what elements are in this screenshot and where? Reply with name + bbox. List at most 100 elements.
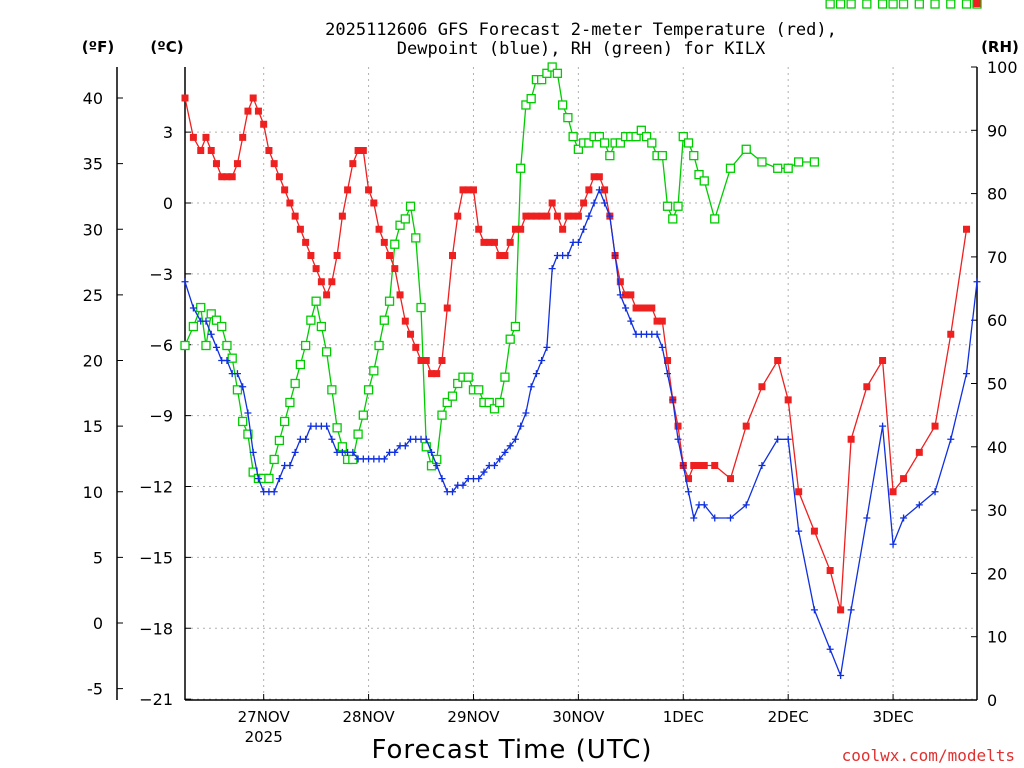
dewpoint-point	[212, 343, 220, 351]
time-tick-label: 1DEC	[663, 708, 704, 726]
dewpoint-point	[931, 488, 939, 496]
rh-point	[689, 150, 699, 161]
dewpoint-point	[422, 435, 430, 443]
rh-point	[573, 144, 584, 154]
rh-point	[510, 321, 521, 332]
temperature-point	[548, 199, 556, 207]
temperature-line	[184, 96, 968, 611]
rh-point	[400, 214, 410, 224]
temperature-point	[690, 462, 698, 469]
rh-point	[568, 131, 578, 142]
dewpoint-point	[328, 435, 336, 443]
temperature-point	[286, 199, 294, 207]
temperature-point	[370, 199, 378, 207]
temperature-point	[973, 0, 981, 7]
rh-point	[264, 473, 274, 484]
dewpoint-point	[254, 475, 262, 483]
dewpoint-point	[653, 330, 661, 338]
dewpoint-point	[239, 383, 247, 391]
temperature-point	[412, 343, 420, 351]
temperature-point	[585, 186, 593, 194]
rh-point	[379, 315, 389, 325]
rh-point	[295, 359, 306, 370]
rh-point	[615, 138, 625, 148]
temperature-point	[291, 212, 299, 220]
rh-point	[846, 0, 856, 9]
rh-point	[437, 410, 447, 420]
rh-point	[930, 0, 940, 9]
dewpoint-point	[286, 462, 294, 469]
rh-point	[694, 169, 704, 180]
rh-point	[757, 157, 767, 167]
dewpoint-point	[270, 488, 278, 496]
rh-tick-label: 80	[987, 185, 1007, 204]
temperature-point	[517, 225, 525, 233]
temperature-point	[407, 330, 415, 338]
temperature-point	[260, 120, 268, 128]
dewpoint-point	[506, 442, 514, 450]
temperature-point	[569, 212, 577, 220]
rh-point	[243, 429, 253, 439]
time-tick-label: 2DEC	[768, 708, 809, 726]
temperature-point	[239, 133, 247, 141]
rh-point	[662, 201, 673, 211]
temperature-point	[637, 304, 645, 312]
rh-point	[725, 163, 736, 173]
dewpoint-point	[595, 186, 603, 194]
rh-point	[222, 340, 232, 351]
rh-point	[369, 366, 379, 376]
temperature-point	[244, 107, 252, 115]
temperature-point	[627, 291, 635, 299]
dewpoint-point	[590, 199, 598, 207]
temperature-point	[438, 357, 446, 364]
temperature-point	[312, 265, 320, 273]
temperature-point	[428, 370, 436, 378]
temperature-point	[189, 133, 197, 141]
rh-point	[641, 131, 652, 142]
temperature-point	[616, 278, 624, 286]
temperature-point	[275, 173, 283, 181]
temperature-point	[580, 199, 588, 207]
rh-point	[500, 372, 510, 382]
temperature-point	[664, 357, 672, 364]
dewpoint-point	[189, 304, 197, 312]
celsius-tick-label: −21	[139, 690, 173, 709]
rh-point	[668, 214, 678, 224]
rh-series	[180, 0, 982, 484]
temperature-point	[758, 383, 766, 391]
dewpoint-point	[690, 514, 698, 522]
dewpoint-point	[202, 317, 210, 325]
temperature-point	[202, 133, 210, 141]
rh-point	[390, 239, 400, 249]
dewpoint-point	[380, 455, 388, 463]
rh-point	[442, 397, 452, 408]
dewpoint-point	[480, 468, 488, 476]
dewpoint-point	[784, 435, 792, 443]
fahrenheit-tick-label: 5	[93, 548, 103, 567]
dewpoint-point	[826, 645, 834, 653]
rh-line	[184, 65, 815, 480]
rh-point	[280, 416, 290, 427]
temperature-point	[475, 225, 483, 233]
rh-point	[206, 309, 216, 319]
dewpoint-point	[847, 606, 855, 614]
credit-link[interactable]: coolwx.com/modelts	[842, 746, 1015, 765]
temperature-point	[448, 252, 456, 259]
rh-point	[898, 0, 909, 9]
celsius-tick-label: −3	[149, 265, 173, 284]
temperature-point	[538, 212, 546, 220]
temperature-point	[795, 488, 803, 496]
dewpoint-point	[496, 455, 504, 463]
rh-point	[809, 157, 820, 167]
dewpoint-point	[622, 304, 630, 312]
temperature-point	[653, 317, 661, 325]
temperature-point	[559, 225, 567, 233]
time-tick-label: 28NOV	[343, 708, 396, 726]
temperature-point	[333, 252, 341, 259]
dewpoint-point	[674, 435, 682, 443]
dewpoint-point	[349, 448, 357, 456]
rh-point	[447, 391, 458, 401]
dewpoint-point	[585, 212, 593, 220]
temperature-point	[931, 422, 939, 430]
